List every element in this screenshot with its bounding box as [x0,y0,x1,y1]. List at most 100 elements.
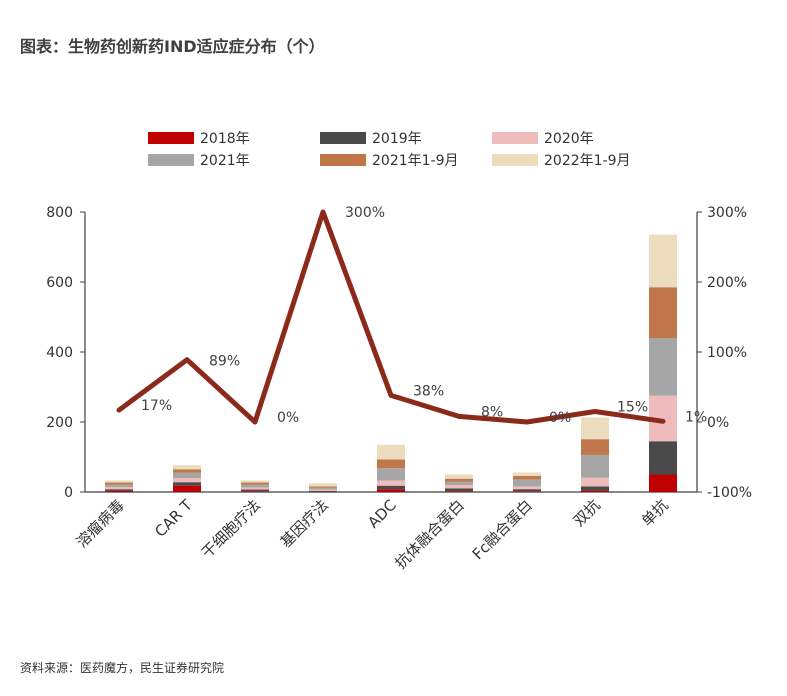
bar-segment [445,478,473,482]
x-tick-label: 单抗 [638,496,672,530]
bar-segment [581,439,609,455]
bar-segment [581,454,609,478]
growth-point [457,414,461,418]
legend-swatch [320,132,366,144]
growth-line-path [116,209,666,425]
growth-data-label: 0% [277,410,299,426]
right-tick-label: 200% [707,275,747,291]
growth-point [117,408,121,412]
growth-point [185,358,189,362]
growth-data-label: 89% [209,354,240,370]
bar-segment [649,338,677,396]
growth-data-label: 1% [685,409,707,425]
bar-segment [581,477,609,487]
legend-swatch [148,132,194,144]
chart-title: 图表：生物药创新药IND适应症分布（个） [20,37,325,56]
bar-segment [173,478,201,483]
bar-segment [513,475,541,480]
growth-point [253,420,257,424]
growth-line: 17% 89% 0% 300% 38% 8% 0% 15% 1% [116,205,707,426]
bar-segment [309,489,337,491]
bar-segment [241,482,269,485]
bar-segment [173,485,201,492]
bar-segment [445,485,473,489]
bar-segment [377,468,405,481]
x-tick-label: 基因疗法 [277,496,332,551]
growth-data-label: 8% [481,404,503,420]
bar-segment [309,487,337,490]
source-note: 资料来源：医药魔方，民生证券研究院 [20,661,225,675]
x-tick-label: Fc融合蛋白 [469,496,536,563]
bar-segment [241,480,269,483]
legend-swatch [148,154,194,166]
left-tick-label: 800 [46,205,73,221]
bar-segment [513,486,541,490]
bar-segment [105,484,133,488]
bar-segment [649,234,677,288]
bar-segment [241,489,269,492]
bar-segment [581,490,609,492]
bar-segment [377,485,405,490]
legend-label: 2018年 [200,131,250,147]
growth-data-label: 0% [549,410,571,426]
bar-segment [309,483,337,487]
bars [105,234,677,492]
bar-segment [241,487,269,490]
x-tick-label: ADC [364,496,400,532]
x-tick-label: CAR T [151,496,196,541]
growth-data-label: 300% [345,205,385,221]
legend-label: 2021年 [200,153,250,169]
x-tick-label: 双抗 [570,496,604,530]
legend-label: 2022年1-9月 [544,153,631,169]
growth-data-label: 15% [617,400,648,416]
bar-segment [649,474,677,492]
x-tick-label: 溶瘤病毒 [73,496,128,551]
bar-segment [173,465,201,470]
bar-segment [377,459,405,469]
bar-segment [105,487,133,490]
right-tick-label: -100% [707,485,752,501]
left-tick-label: 0 [64,485,73,501]
bar-segment [513,489,541,492]
bar-segment [649,287,677,338]
left-tick-label: 600 [46,275,73,291]
bar-segment [241,491,269,492]
bar-segment [377,489,405,492]
bar-segment [445,481,473,485]
bar-segment [105,490,133,492]
bar-segment [445,474,473,479]
bar-segment [241,484,269,488]
growth-point [661,419,665,423]
legend-swatch [492,154,538,166]
left-y-ticks: 0 200 400 600 800 [46,205,85,501]
right-y-ticks: -100% 0% 100% 200% 300% [697,205,752,501]
x-tick-label: 干细胞疗法 [198,496,264,562]
x-tick-label: 抗体融合蛋白 [391,496,467,572]
growth-point [389,393,393,397]
growth-point [525,420,529,424]
legend: 2018年 2019年 2020年 2021年 2021年1-9月 2022年1-9月 [148,131,631,169]
bar-segment [105,489,133,491]
bar-segment [649,441,677,475]
right-tick-label: 300% [707,205,747,221]
bar-segment [309,490,337,492]
bar-segment [173,472,201,478]
right-tick-label: 0% [707,415,729,431]
bar-segment [377,480,405,486]
bar-segment [513,491,541,492]
bar-segment [173,469,201,473]
legend-swatch [492,132,538,144]
bar-segment [445,488,473,492]
bar-segment [513,472,541,476]
legend-swatch [320,154,366,166]
left-tick-label: 400 [46,345,73,361]
left-tick-label: 200 [46,415,73,431]
bar-segment [513,479,541,487]
growth-data-label: 17% [141,398,172,414]
bar-segment [105,482,133,485]
legend-label: 2020年 [544,131,594,147]
bar-segment [581,417,609,440]
bar-segment [105,480,133,483]
